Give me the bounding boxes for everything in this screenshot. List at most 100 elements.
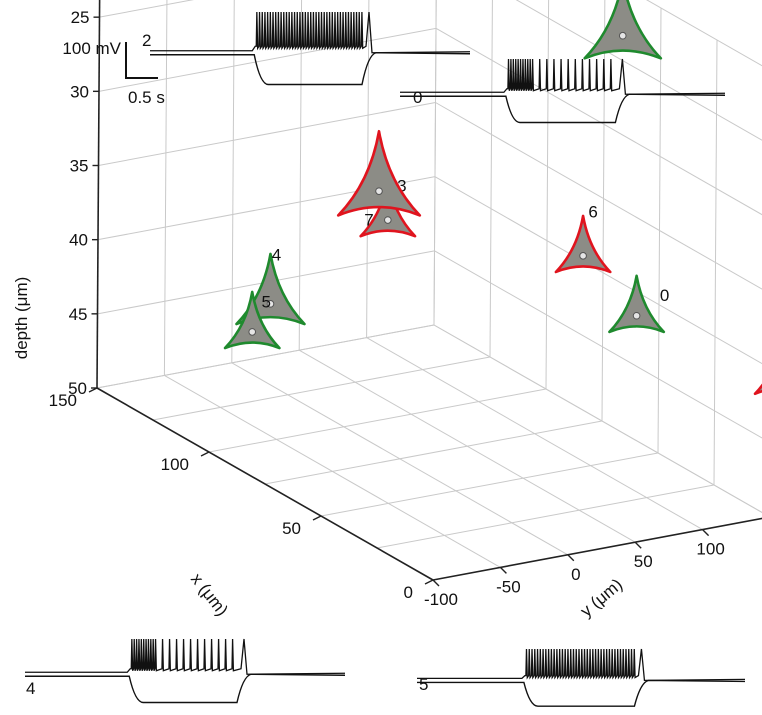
cell-body <box>554 214 612 274</box>
gridline <box>320 452 659 517</box>
gridline <box>489 0 493 358</box>
gridline <box>433 324 762 514</box>
trace-2: 2 <box>142 11 471 86</box>
gridline <box>298 349 636 543</box>
gridline <box>99 0 195 18</box>
y-tick-label: 0 <box>571 565 580 584</box>
z-tick-label: 50 <box>68 379 87 398</box>
x-axis-line <box>96 387 434 581</box>
cell-label: 6 <box>588 202 597 221</box>
z-tick-label: 25 <box>71 8 90 27</box>
trace-hyperpolarizing <box>417 679 746 707</box>
cell-7: 7 <box>336 129 422 229</box>
trace-4: 4 <box>25 638 346 704</box>
cell-nucleus <box>632 311 641 320</box>
cell-label: 4 <box>272 246 281 265</box>
x-axis-label: x (μm) <box>187 570 232 620</box>
y-tick-label: -100 <box>424 590 458 609</box>
y-axis-label: y (μm) <box>577 575 626 621</box>
gridline <box>98 102 436 166</box>
trace-hyperpolarizing <box>150 52 471 86</box>
gridline <box>435 27 762 216</box>
cell-nucleus <box>384 216 392 224</box>
z-tick-label: 30 <box>70 82 89 101</box>
cell-nucleus <box>618 31 627 40</box>
gridline <box>433 324 762 514</box>
cell-5: 5 <box>223 290 281 350</box>
cell-body <box>583 0 663 60</box>
z-axis-label: depth (μm) <box>12 277 31 360</box>
gridline <box>163 0 168 376</box>
y-tick-label: 50 <box>634 552 653 571</box>
trace-depolarizing <box>400 58 726 95</box>
x-tick-label: 50 <box>282 519 301 538</box>
gridline <box>164 374 501 568</box>
cell-body <box>223 290 281 350</box>
x-tick-label: 0 <box>404 583 413 602</box>
x-tick <box>200 451 210 457</box>
gridline <box>434 176 762 365</box>
cell-0: 0 <box>608 274 669 334</box>
gridline <box>376 484 715 549</box>
scale-bar-time: 0.5 s <box>128 88 165 107</box>
z-axis-line <box>96 0 101 389</box>
z-tick-label: 45 <box>69 305 88 324</box>
gridline <box>152 356 491 421</box>
gridline <box>264 420 603 485</box>
gridline <box>645 0 762 67</box>
trace-label: 4 <box>26 679 35 698</box>
y-tick <box>499 566 507 574</box>
gridline <box>434 250 762 439</box>
cell-nucleus <box>579 252 587 260</box>
gridline <box>96 324 435 389</box>
trace-label: 5 <box>419 675 428 694</box>
cell-label: 0 <box>660 286 669 305</box>
gridline <box>545 0 550 390</box>
trace-hyperpolarizing <box>25 673 346 704</box>
cell-2: 2 <box>583 0 663 60</box>
gridline <box>435 102 762 290</box>
cell-1: 1 <box>753 383 762 396</box>
voltage-traces: 204 5 <box>25 11 746 707</box>
cell-nucleus <box>375 187 383 195</box>
cell-nucleus <box>248 328 257 336</box>
gridline <box>515 0 762 141</box>
x-tick <box>424 579 434 585</box>
gridline <box>98 27 437 92</box>
trace-depolarizing <box>150 11 471 54</box>
gridline <box>231 362 569 556</box>
trace-0: 0 <box>400 58 726 124</box>
cell-nucleus <box>266 300 275 308</box>
trace-depolarizing <box>25 638 346 675</box>
cell-markers: 0 1 2 3 4 5 6 7 <box>223 0 762 396</box>
cell-6: 6 <box>554 202 612 274</box>
x-tick-label: 150 <box>49 391 77 410</box>
gridline <box>366 337 703 531</box>
axes-grid <box>96 0 762 581</box>
cell-label: 3 <box>397 176 406 195</box>
trace-depolarizing <box>417 648 746 682</box>
gridline <box>298 0 303 351</box>
trace-5: 5 <box>417 648 746 707</box>
cell-body <box>608 274 666 334</box>
gridline <box>208 388 547 453</box>
y-tick <box>702 529 710 537</box>
y-tick <box>634 541 642 549</box>
y-tick-label: 100 <box>696 540 724 559</box>
x-tick <box>312 515 322 521</box>
scale-bar: 100 mV 0.5 s <box>62 39 164 107</box>
cell-label: 7 <box>364 210 373 229</box>
trace-label: 0 <box>413 88 422 107</box>
cell-body <box>753 383 762 396</box>
gridline <box>433 0 437 326</box>
y-tick <box>567 554 575 562</box>
x-tick-label: 100 <box>161 455 189 474</box>
z-tick-label: 35 <box>70 157 89 176</box>
y-tick-label: -50 <box>496 577 521 596</box>
y-tick <box>432 579 440 587</box>
scale-bar-lines <box>125 42 158 79</box>
y-axis-line <box>432 517 762 581</box>
trace-label: 2 <box>142 31 151 50</box>
